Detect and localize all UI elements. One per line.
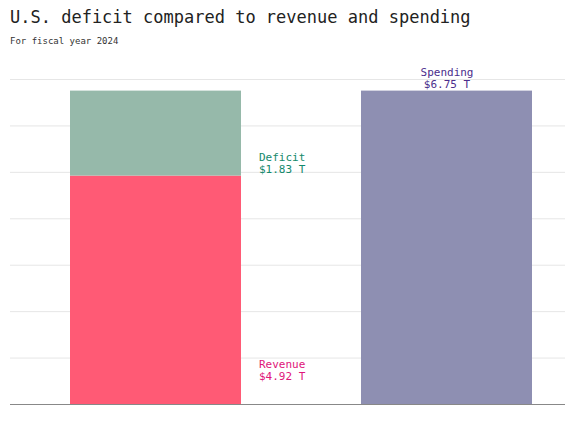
svg-text:Deficit$1.83 T: Deficit$1.83 T (259, 151, 306, 176)
html-text:For fiscal year 2024: For fiscal year 2024 (10, 36, 119, 46)
html-text:U.S. deficit compared to reven: U.S. deficit compared to revenue and spe… (10, 7, 471, 27)
svg-text:Revenue$4.92 T: Revenue$4.92 T (259, 358, 306, 383)
svg-text:Spending$6.75 T: Spending$6.75 T (421, 66, 474, 91)
